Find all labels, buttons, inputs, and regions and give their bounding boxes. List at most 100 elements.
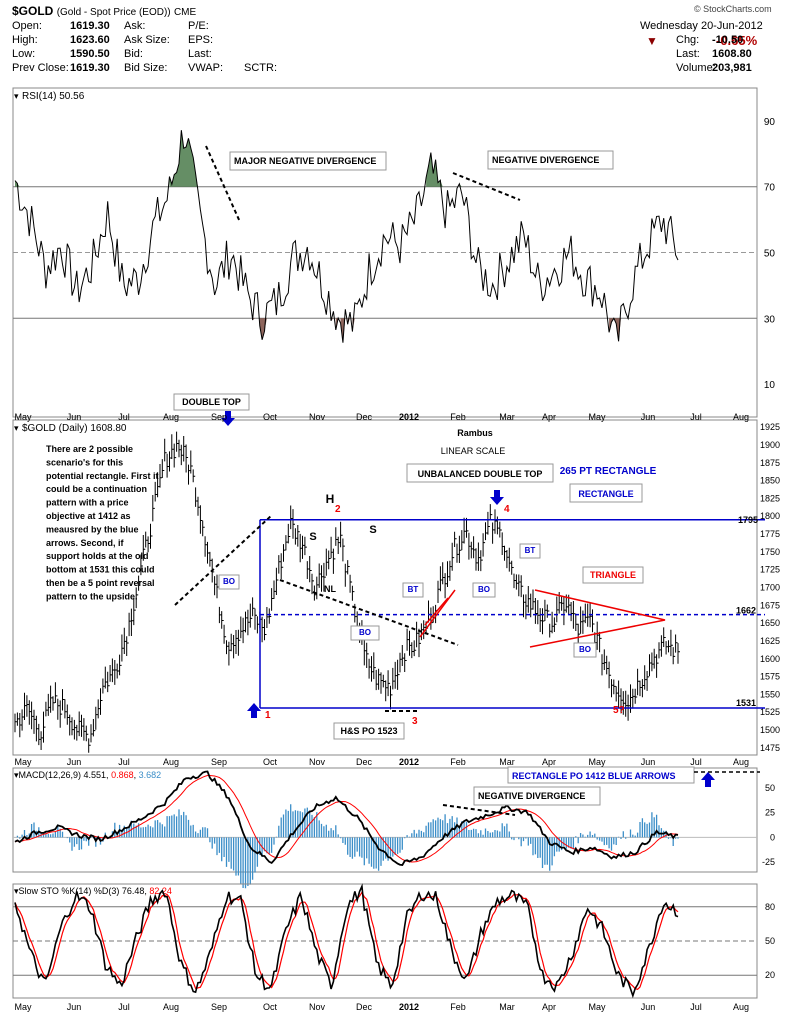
rsi-month-label: Feb	[450, 412, 466, 422]
quote-value: 1619.30	[70, 20, 110, 32]
credit[interactable]: © StockCharts.com	[694, 4, 772, 14]
price-month-label: Jul	[118, 757, 130, 767]
shoulder-label: S	[309, 531, 316, 543]
callout-box	[402, 582, 424, 598]
price-tick-label: 1525	[760, 707, 780, 717]
note-line: support holds at the old	[46, 551, 149, 561]
bo-label: BO	[223, 577, 235, 586]
price-month-label: Dec	[356, 757, 373, 767]
quote-label: Chg:	[676, 34, 700, 46]
rsi-title: RSI(14) 50.56	[22, 91, 85, 102]
rsi-month-label: Nov	[309, 412, 326, 422]
point-2-label: 2	[335, 504, 341, 515]
price-tick-label: 1775	[760, 529, 780, 539]
price-tick-label: 1825	[760, 493, 780, 503]
note-line: could be a continuation	[46, 484, 147, 494]
macd-signal-line	[14, 774, 679, 863]
up-arrow-icon	[701, 772, 715, 787]
price-tick-label: 1925	[760, 422, 780, 432]
linear-scale-label: LINEAR SCALE	[441, 446, 506, 456]
sto-month-label: Jun	[67, 1002, 82, 1012]
macd-tick-label: -25	[762, 857, 775, 867]
quote-label: Last:	[188, 48, 212, 60]
rsi-month-label: Apr	[542, 412, 556, 422]
rsi-tick-label: 70	[764, 183, 776, 194]
price-tick-label: 1750	[760, 547, 780, 557]
sto-month-label: 2012	[399, 1002, 419, 1012]
note-line: meausred by the blue	[46, 524, 139, 534]
price-month-label: Mar	[499, 757, 515, 767]
down-arrow-icon	[490, 490, 504, 505]
sto-title: ▾Slow STO %K(14) %D(3) 76.48, 82.24	[14, 886, 172, 896]
price-month-label: Jun	[67, 757, 82, 767]
macd-tick-label: 50	[765, 783, 775, 793]
price-tick-label: 1675	[760, 600, 780, 610]
bo-label: BO	[359, 628, 371, 637]
macd-histogram	[14, 804, 679, 889]
note-line: bottom at 1531 this could	[46, 565, 155, 575]
flag-line	[419, 589, 456, 638]
quote-label: Low:	[12, 48, 36, 60]
sto-month-label: Feb	[450, 1002, 466, 1012]
price-tick-label: 1575	[760, 672, 780, 682]
price-month-label: Apr	[542, 757, 556, 767]
collapse-icon[interactable]: ▾	[14, 423, 19, 433]
symbol: $GOLD (Gold - Spot Price (EOD)) CME	[12, 4, 197, 18]
quote-value: 1608.80	[712, 48, 752, 60]
shoulder-label: S	[369, 524, 376, 536]
sto-month-label: Jul	[690, 1002, 702, 1012]
hs-po-label: H&S PO 1523	[340, 726, 397, 736]
note-line: There are 2 possible	[46, 444, 133, 454]
rsi-month-label: May	[14, 412, 32, 422]
sto-month-label: Jul	[118, 1002, 130, 1012]
price-tick-label: 1850	[760, 476, 780, 486]
quote-label: Ask:	[124, 20, 146, 32]
sto-d-line	[14, 891, 679, 991]
neckline-label: NL	[324, 584, 336, 594]
rect-265-label: 265 PT RECTANGLE	[560, 466, 657, 477]
rsi-tick-label: 50	[764, 249, 776, 260]
price-tick-label: 1725	[760, 565, 780, 575]
price-month-label: Jul	[690, 757, 702, 767]
macd-title: ▾MACD(12,26,9) 4.551, 0.868, 3.682	[14, 770, 161, 780]
flag-line	[424, 597, 449, 626]
quote-value: 1623.60	[70, 34, 110, 46]
price-bars	[14, 431, 680, 753]
unbalanced-double-top-label: UNBALANCED DOUBLE TOP	[418, 469, 543, 479]
negative-divergence-label: NEGATIVE DIVERGENCE	[492, 155, 599, 165]
rsi-month-label: Dec	[356, 412, 373, 422]
double-top-label: DOUBLE TOP	[182, 397, 241, 407]
price-tick-label: 1700	[760, 583, 780, 593]
price-month-label: 2012	[399, 757, 419, 767]
price-title: $GOLD (Daily) 1608.80	[22, 423, 127, 434]
rsi-month-label: Jul	[690, 412, 702, 422]
note-line: objective at 1412 as	[46, 511, 131, 521]
rectangle-po-label: RECTANGLE PO 1412 BLUE ARROWS	[512, 771, 676, 781]
rsi-overbought-fill	[426, 152, 443, 187]
rsi-tick-label: 90	[764, 117, 776, 128]
macd-line	[14, 770, 679, 866]
callout-box	[582, 566, 644, 584]
rsi-month-label: Mar	[499, 412, 515, 422]
divergence-trendline	[452, 172, 521, 201]
sctr-label: SCTR:	[244, 62, 277, 74]
sto-month-label: Nov	[309, 1002, 326, 1012]
price-tick-label: 1625	[760, 636, 780, 646]
quote-label: Volume:	[676, 62, 716, 74]
collapse-icon[interactable]: ▾	[14, 91, 19, 101]
callout-box	[573, 642, 597, 658]
level-label-1662: 1662	[736, 606, 756, 616]
note-line: then be a 5 point reversal	[46, 578, 155, 588]
rsi-month-label: Oct	[263, 412, 278, 422]
quote-label: Open:	[12, 20, 42, 32]
sto-month-label: Mar	[499, 1002, 515, 1012]
neckline	[174, 514, 273, 606]
quote-label: EPS:	[188, 34, 214, 46]
quote-value: 1590.50	[70, 48, 110, 60]
callout-box	[350, 625, 380, 641]
major-negative-divergence-label: MAJOR NEGATIVE DIVERGENCE	[234, 156, 376, 166]
callout-box	[472, 582, 496, 598]
callout-box	[218, 574, 240, 590]
point-1-label: 1	[265, 710, 271, 721]
